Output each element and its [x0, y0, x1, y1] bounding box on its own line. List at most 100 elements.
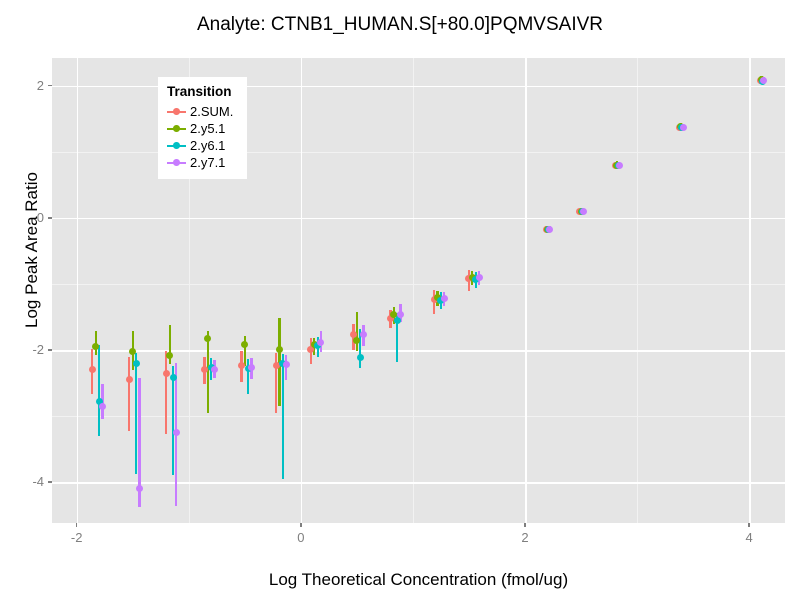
x-tick-label: -2: [70, 530, 83, 545]
data-point: [95, 397, 103, 405]
data-point: [393, 316, 401, 324]
data-point: [353, 336, 361, 344]
x-tick-mark: [300, 523, 302, 527]
y-tick-mark: [48, 217, 52, 219]
error-bar: [134, 353, 138, 475]
data-point: [166, 351, 174, 359]
legend-item-label: 2.y6.1: [190, 138, 226, 153]
data-point: [272, 362, 280, 370]
data-point: [397, 310, 405, 318]
error-bar: [168, 324, 171, 365]
gridline-major-x: [749, 58, 751, 523]
legend-item-label: 2.y7.1: [190, 155, 226, 170]
legend-item-2y51[interactable]: 2.y5.1: [167, 120, 238, 137]
data-point: [92, 343, 100, 351]
error-bar: [128, 356, 131, 431]
data-point: [546, 225, 554, 233]
data-point: [282, 360, 290, 368]
gridline-minor-y: [52, 283, 785, 285]
data-point: [169, 374, 177, 382]
y-tick-mark: [48, 349, 52, 351]
error-bar: [138, 377, 141, 508]
legend-key-dot: [173, 108, 180, 115]
gridline-minor-x: [412, 58, 414, 523]
data-point: [276, 345, 284, 353]
gridline-major-y: [52, 482, 785, 484]
y-tick-label: -2: [32, 341, 44, 357]
data-point: [390, 311, 398, 319]
y-tick-label: 0: [36, 209, 44, 225]
data-point: [172, 429, 180, 436]
data-point: [579, 207, 587, 215]
data-point: [314, 342, 322, 350]
legend-title: Transition: [167, 84, 232, 99]
data-point: [248, 363, 255, 371]
data-point: [475, 273, 483, 281]
legend-key-icon: [167, 104, 186, 119]
data-point: [125, 376, 133, 384]
gridline-minor-y: [52, 151, 785, 153]
x-tick-label: 0: [297, 530, 305, 545]
legend-item-2y61[interactable]: 2.y6.1: [167, 137, 238, 154]
data-point: [237, 361, 245, 369]
legend-key-dot: [173, 159, 180, 166]
data-point: [98, 402, 106, 410]
error-bar: [359, 328, 362, 369]
legend-key-icon: [167, 121, 186, 136]
x-tick-mark: [75, 523, 78, 527]
data-point: [679, 123, 687, 131]
legend-key-dot: [173, 125, 180, 132]
legend-rows: 2.SUM. 2.y5.1 2.y6.1 2.y7.1: [167, 103, 238, 171]
gridline-major-x: [76, 58, 79, 523]
data-point: [360, 330, 368, 338]
data-point: [440, 294, 448, 302]
error-bar: [275, 352, 278, 413]
y-tick-label: 2: [36, 77, 44, 93]
data-point: [349, 331, 357, 339]
gridline-major-y: [52, 217, 785, 220]
legend-key-icon: [167, 155, 186, 170]
data-point: [386, 314, 394, 322]
gridline-minor-x: [637, 58, 639, 523]
error-bar: [94, 331, 97, 355]
x-axis-label: Log Theoretical Concentration (fmol/ug): [268, 570, 569, 589]
legend-item-2y71[interactable]: 2.y7.1: [167, 154, 238, 171]
data-point: [760, 76, 768, 84]
legend-item-2sum[interactable]: 2.SUM.: [167, 103, 238, 120]
error-bar: [243, 336, 246, 367]
data-point: [129, 348, 137, 356]
data-point: [88, 366, 96, 374]
legend-item-label: 2.SUM.: [190, 104, 234, 119]
legend-key-icon: [167, 138, 186, 153]
error-bar: [165, 351, 168, 435]
page-title: Analyte: CTNB1_HUMAN.S[+80.0]PQMVSAIVR: [196, 14, 603, 35]
error-bar: [281, 353, 284, 479]
data-point: [307, 346, 315, 354]
legend-item-label: 2.y5.1: [190, 121, 226, 136]
data-point: [211, 366, 218, 374]
error-bar: [206, 331, 209, 413]
data-point: [135, 485, 143, 493]
error-bar: [355, 311, 358, 352]
data-point: [615, 161, 623, 169]
data-point: [132, 359, 140, 367]
gridline-major-x: [524, 58, 527, 523]
data-point: [162, 370, 170, 378]
error-bar: [171, 366, 175, 475]
y-tick-label: -4: [32, 474, 44, 490]
legend-key-dot: [173, 142, 180, 149]
error-bar: [97, 345, 101, 436]
data-point: [200, 366, 208, 374]
x-tick-label: 2: [521, 530, 529, 545]
legend: Transition 2.SUM. 2.y5.1 2.y6.1 2.y7.1: [158, 77, 247, 179]
gridline-major-y: [52, 85, 785, 88]
gridline-minor-y: [52, 415, 785, 417]
y-axis-ticks: 2 0 -2 -4: [10, 58, 52, 523]
y-tick-mark: [48, 481, 52, 483]
data-point: [204, 334, 212, 342]
y-tick-mark: [48, 85, 52, 87]
x-tick-mark: [524, 523, 526, 527]
data-point: [241, 341, 249, 349]
error-bar: [247, 359, 250, 394]
